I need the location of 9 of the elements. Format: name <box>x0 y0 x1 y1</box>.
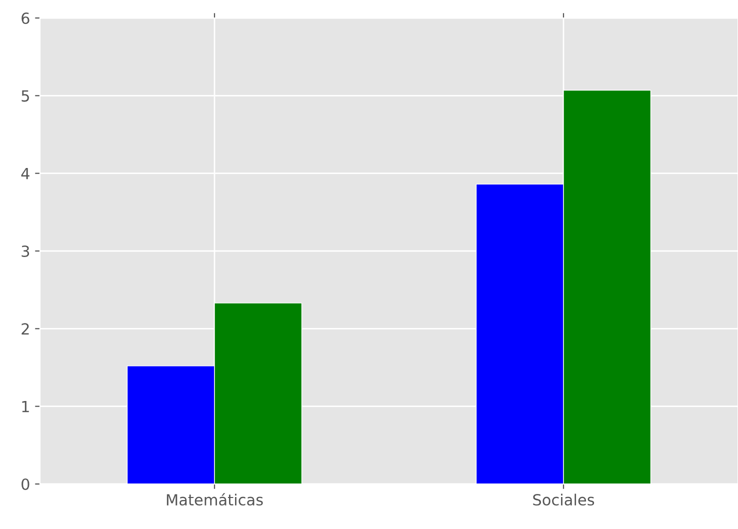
y-tick-label: 2 <box>22 323 29 334</box>
y-tick-label: 1 <box>22 401 29 412</box>
y-tick-label: 5 <box>22 90 29 102</box>
y-tick-label: 4 <box>21 168 30 180</box>
x-tick-label: Sociales <box>533 494 594 506</box>
x-tick-label: Matemáticas <box>166 493 263 506</box>
y-tick-label: 3 <box>22 245 30 258</box>
y-tick-label: 0 <box>22 478 30 490</box>
y-tick-label: 6 <box>22 12 30 24</box>
